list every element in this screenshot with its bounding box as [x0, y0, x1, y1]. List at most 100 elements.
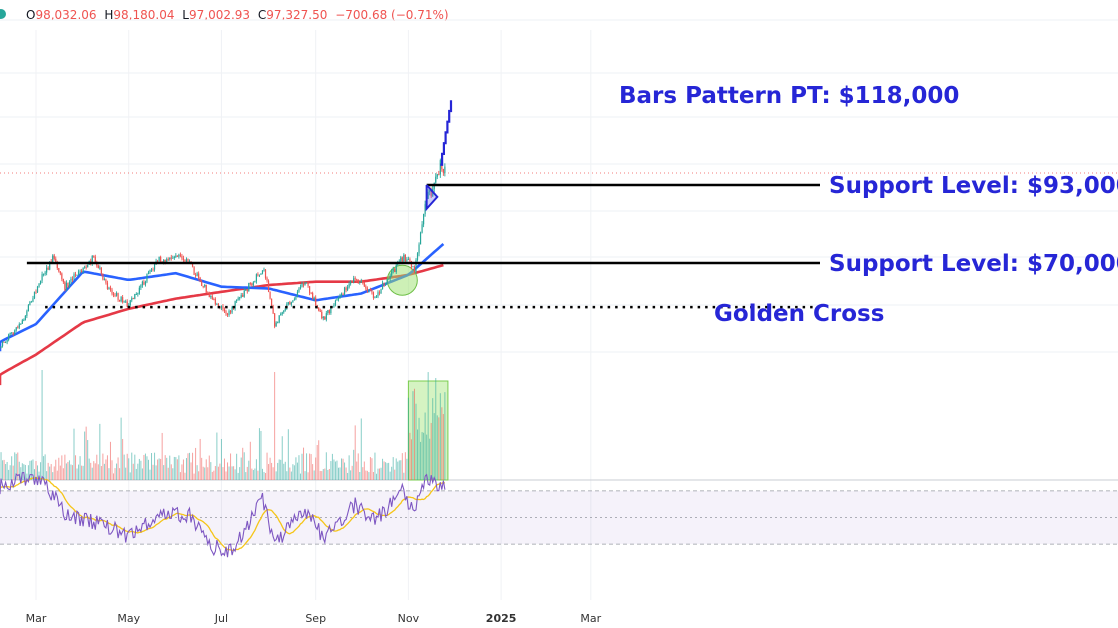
candle [321, 309, 323, 320]
candle-body [188, 261, 191, 263]
candle-body [185, 258, 188, 262]
volume-bar [32, 459, 34, 480]
candle-body [260, 273, 262, 275]
candle [20, 323, 22, 325]
volume-bar [278, 459, 280, 480]
volume-bar [217, 466, 219, 480]
volume-bar [140, 460, 142, 480]
support-70k-label: Support Level: $70,000 [829, 251, 1118, 277]
volume-bar [214, 466, 216, 480]
volume-bar [167, 467, 169, 480]
candle-body [350, 281, 352, 284]
candle-body [278, 315, 280, 323]
volume-bar [211, 471, 213, 480]
volume-bar [230, 453, 232, 480]
volume-bar [205, 459, 207, 480]
candle [160, 255, 162, 263]
candle-body [435, 176, 437, 183]
candle [46, 264, 48, 276]
candle-body [343, 287, 346, 295]
candle-body [330, 307, 332, 313]
candle [123, 300, 125, 303]
candle [27, 303, 29, 312]
candle-body [275, 322, 277, 327]
candle [99, 265, 101, 270]
candle-body [158, 256, 160, 262]
candle-body [20, 323, 22, 325]
candle [0, 346, 2, 349]
candle [6, 339, 8, 345]
candle-body [307, 282, 309, 287]
volume-bar [8, 469, 10, 480]
candle [254, 280, 256, 283]
candle-body [198, 273, 200, 278]
volume-bar [202, 466, 204, 480]
candle-body [266, 277, 268, 281]
candle [348, 281, 350, 289]
candle-body [436, 174, 438, 177]
volume-bar [219, 463, 221, 480]
volume-bar [372, 471, 374, 480]
candle [199, 276, 201, 283]
volume-bar [163, 465, 165, 480]
candle-body [359, 281, 361, 283]
volume-bar [312, 464, 314, 480]
volume-bar [388, 462, 390, 480]
candle-body [56, 262, 58, 269]
high-label: H [104, 8, 113, 22]
candle-body [147, 272, 150, 275]
candle-body [386, 279, 388, 285]
volume-bar [397, 461, 399, 480]
candle [85, 264, 87, 270]
volume-bar [286, 471, 288, 480]
candle-body [336, 299, 338, 301]
volume-bar [137, 463, 139, 480]
volume-bar [283, 463, 285, 480]
volume-bar [103, 463, 105, 480]
candle [423, 213, 425, 228]
volume-bar [67, 461, 69, 480]
volume-bar [207, 467, 209, 480]
candle [11, 332, 13, 335]
candle-body [149, 270, 151, 273]
candle-body [371, 289, 373, 293]
volume-bar [91, 467, 93, 480]
candle [41, 271, 43, 284]
x-tick-label: May [117, 612, 140, 625]
volume-bar [131, 452, 133, 480]
candle [304, 281, 306, 286]
volume-bar [359, 471, 361, 480]
candle-body [357, 280, 359, 283]
candlesticks [0, 158, 446, 349]
volume-bar [58, 457, 60, 480]
volume-bar [292, 464, 294, 480]
candle-body [76, 274, 78, 276]
volume-bar [252, 470, 254, 480]
volume-bar [116, 463, 118, 480]
candle-body [309, 286, 311, 293]
candle-body [163, 259, 165, 263]
volume-bar [185, 458, 187, 480]
volume-bar [35, 461, 37, 480]
volume-bar [269, 457, 271, 480]
candle [342, 292, 344, 296]
volume-bar [11, 456, 13, 480]
volume-bar [56, 470, 58, 480]
candle [81, 268, 83, 273]
candle-body [41, 274, 43, 281]
volume-bar [249, 441, 251, 480]
volume-bar [24, 464, 26, 480]
candle [146, 273, 148, 284]
volume-bar [254, 468, 256, 480]
volume-bar [161, 432, 163, 480]
volume-bar [337, 467, 339, 480]
volume-bar [365, 470, 367, 480]
volume-bar [240, 457, 242, 480]
candle-body [144, 281, 147, 285]
candle-body [143, 281, 145, 285]
volume-bar [347, 472, 349, 480]
volume-bar [307, 472, 309, 480]
candle [416, 252, 419, 262]
candle [289, 300, 291, 305]
volume-bar [368, 472, 370, 480]
